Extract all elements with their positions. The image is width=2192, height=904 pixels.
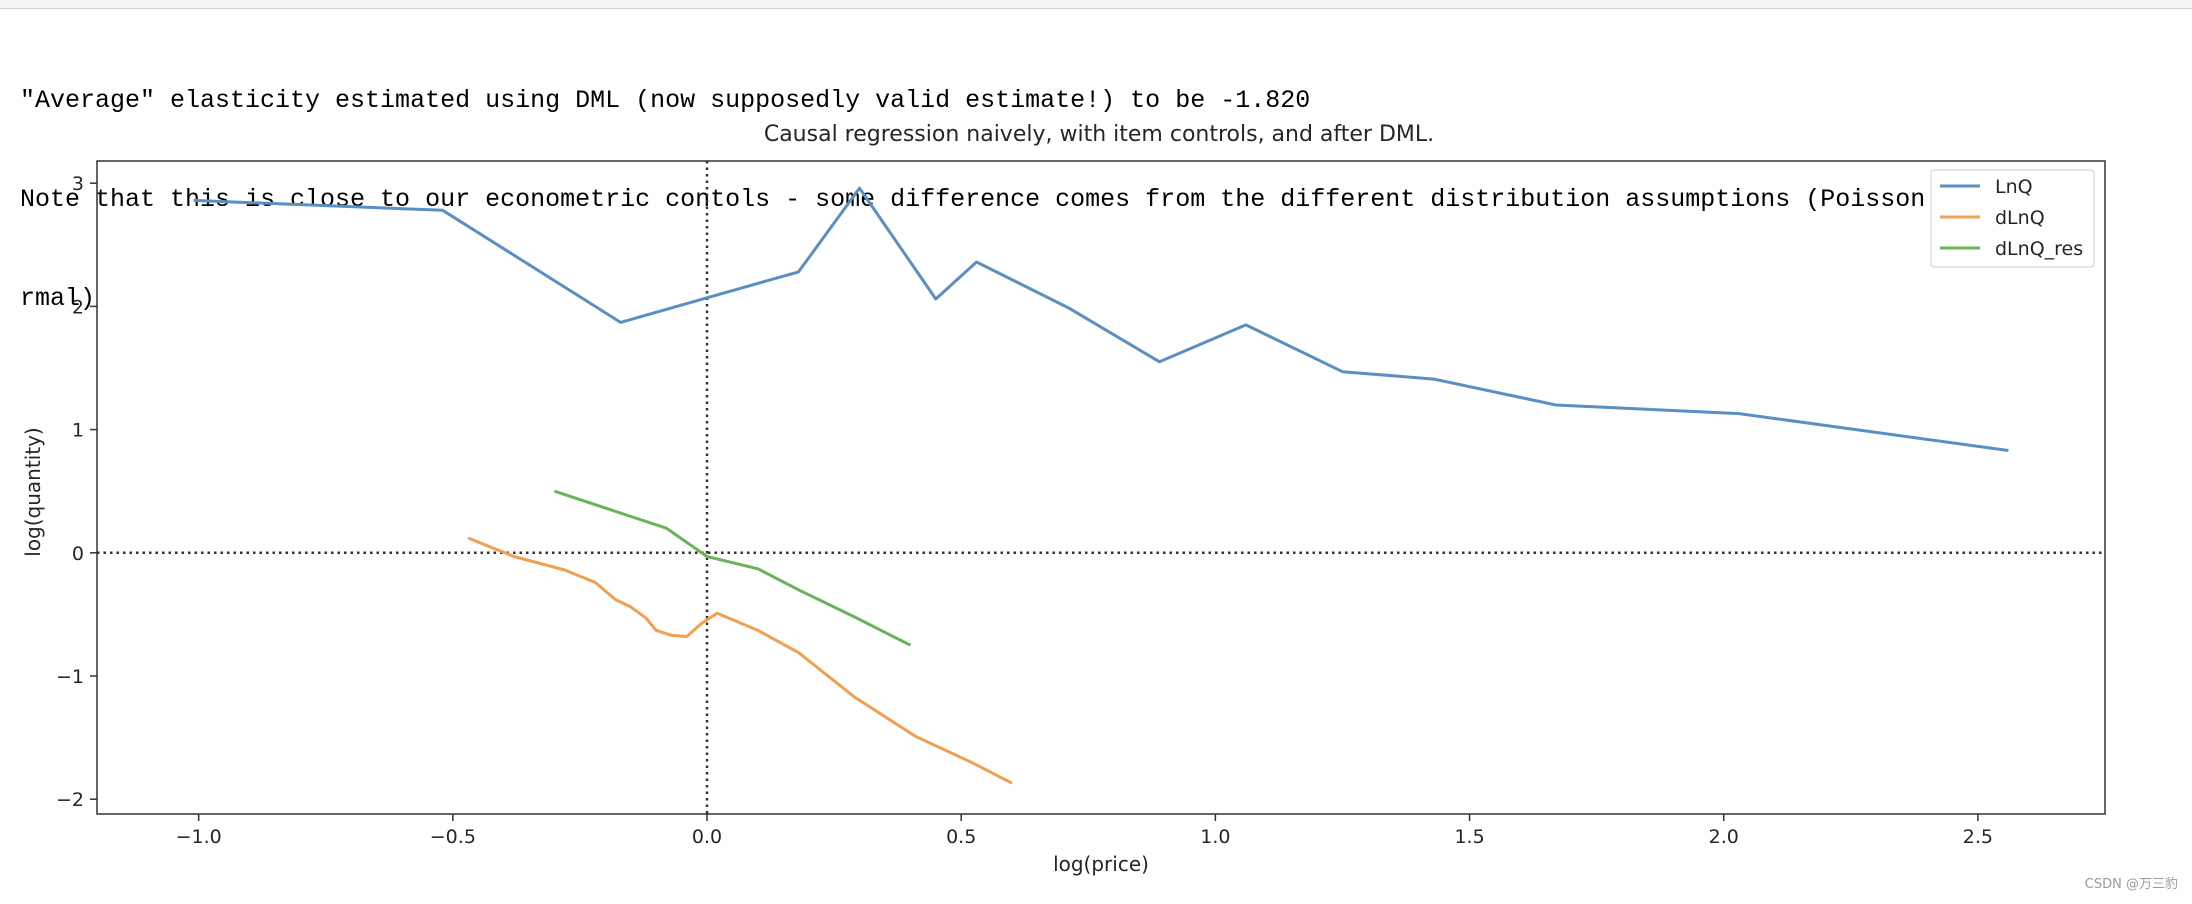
series-line-dlnq-res	[554, 489, 912, 647]
legend-label-lnq: LnQ	[1995, 176, 2033, 198]
legend-label-dlnq: dLnQ	[1995, 207, 2045, 229]
legend-box	[1930, 169, 2095, 268]
output-line-3: rmal)	[20, 284, 96, 313]
y-tick-label: 1	[72, 420, 84, 442]
x-axis-label: log(price)	[1053, 852, 1149, 876]
x-tick-label: 2.5	[1963, 826, 1993, 848]
output-line-1: "Average" elasticity estimated using DML…	[20, 86, 1311, 115]
x-tick-label: 0.5	[946, 826, 976, 848]
series-line-lnq	[193, 186, 2009, 452]
y-tick-label: −1	[56, 666, 84, 688]
y-tick-label: 2	[72, 296, 84, 318]
x-tick-label: 1.5	[1454, 826, 1484, 848]
y-tick-label: 3	[72, 173, 84, 195]
y-tick-label: 0	[72, 543, 84, 565]
line-chart: Causal regression naively, with item con…	[21, 122, 2106, 876]
cell-output-text: "Average" elasticity estimated using DML…	[20, 18, 2180, 348]
legend: LnQ dLnQ dLnQ_res	[1930, 169, 2095, 268]
x-tick-label: 2.0	[1709, 826, 1739, 848]
x-tick-label: −1.0	[176, 826, 222, 848]
watermark: CSDN @万三豹	[2084, 877, 2178, 892]
series-line-dlnq	[467, 536, 1013, 785]
x-tick-label: 0.0	[692, 826, 722, 848]
cell-top-border	[0, 0, 2192, 9]
legend-label-dlnq-res: dLnQ_res	[1995, 238, 2083, 260]
plot-frame	[96, 160, 2106, 815]
x-tick-label: −0.5	[430, 826, 476, 848]
y-tick-label: −2	[56, 789, 84, 811]
chart-title: Causal regression naively, with item con…	[764, 122, 1434, 147]
x-tick-label: 1.0	[1200, 826, 1230, 848]
y-axis-label: log(quantity)	[21, 427, 45, 556]
